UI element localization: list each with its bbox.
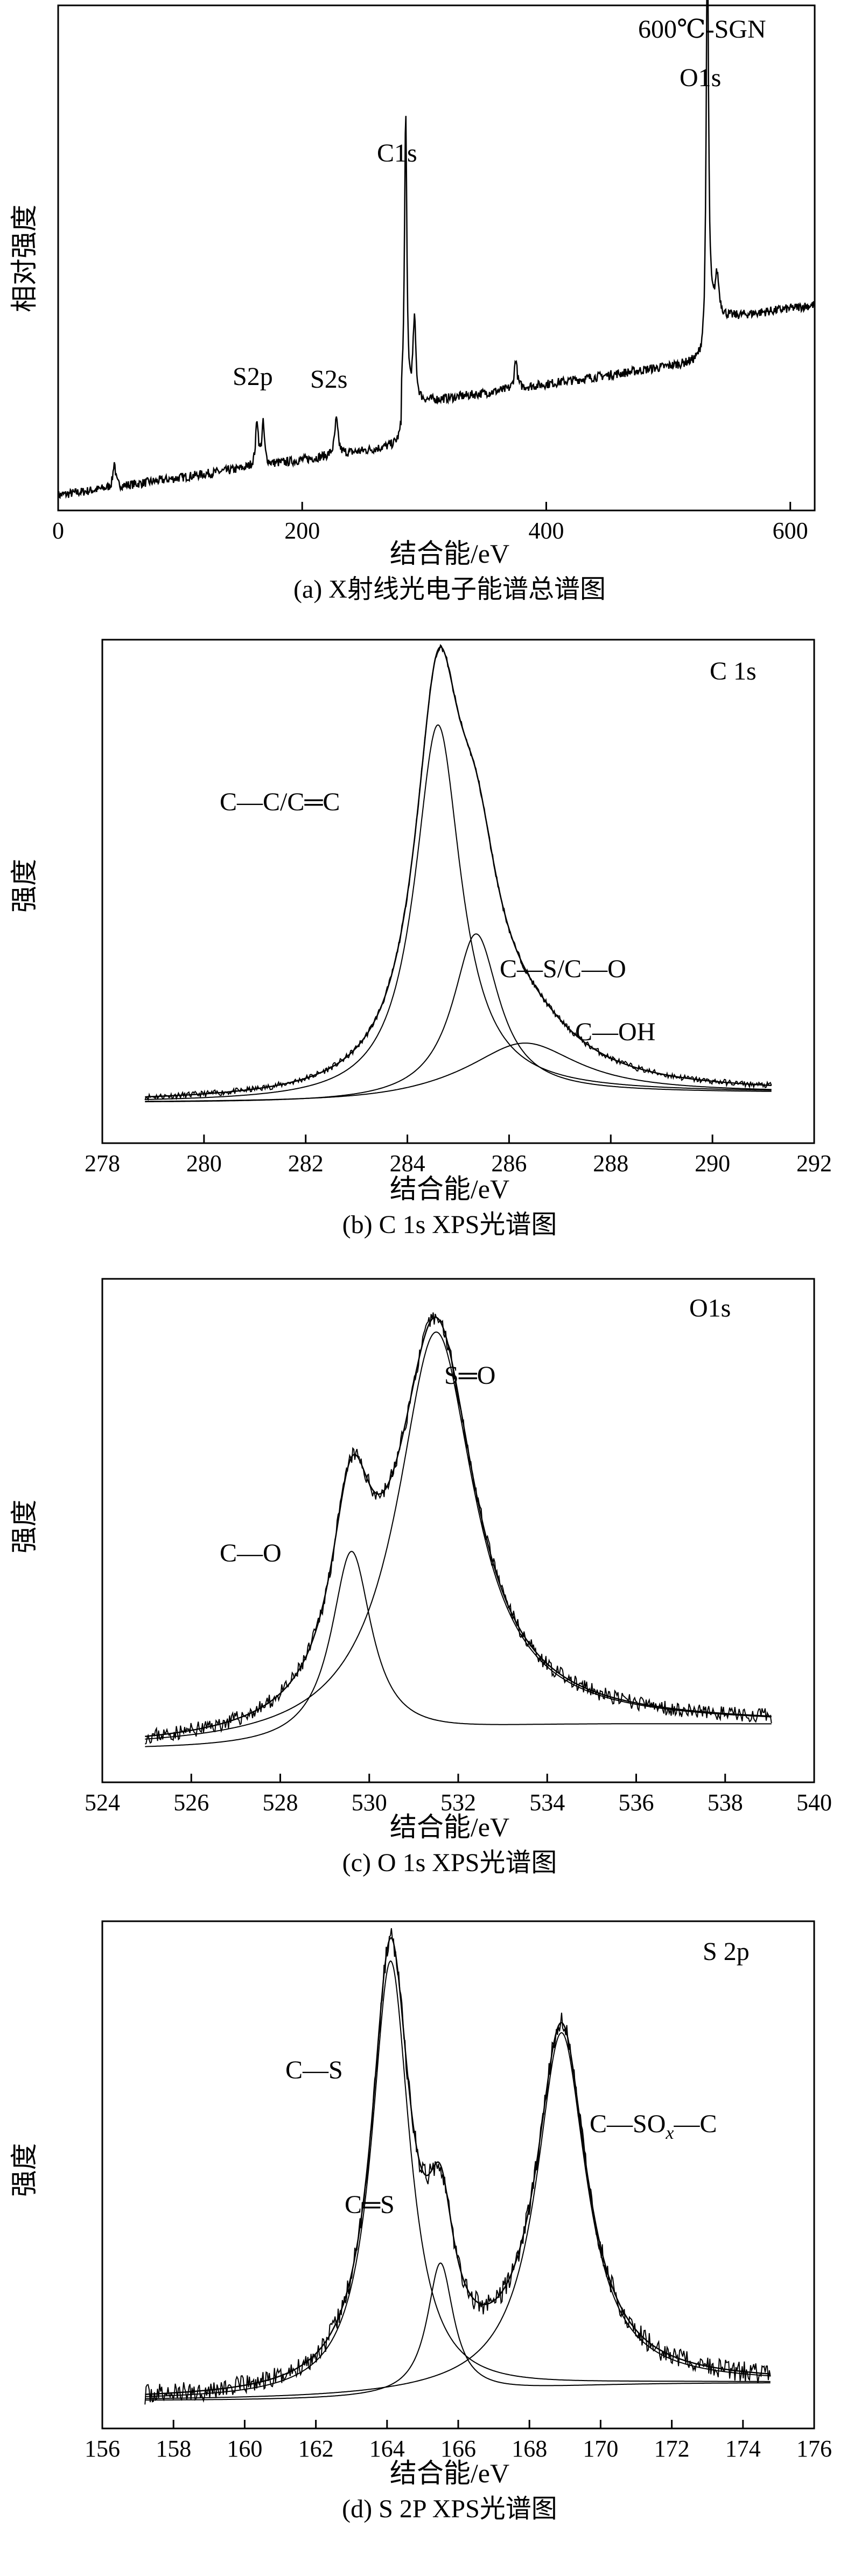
x-tick-label: 172 [654, 2435, 690, 2462]
x-tick-label: 290 [695, 1150, 730, 1177]
x-tick-label: 278 [85, 1150, 120, 1177]
peak-label-s2p: S2p [233, 362, 273, 391]
panel-b-title: C 1s [710, 657, 757, 685]
x-tick-label: 168 [512, 2435, 547, 2462]
peak-label-s2s: S2s [310, 365, 347, 394]
plot-frame-c [101, 1278, 815, 1783]
x-tick-label: 0 [52, 517, 64, 544]
x-ticks-a: 0 200 400 600 [52, 502, 808, 544]
label-d-cds: C═S [345, 2190, 395, 2219]
x-tick-label: 286 [491, 1150, 527, 1177]
x-tick-label: 530 [352, 1789, 387, 1816]
x-tick-label: 534 [529, 1789, 565, 1816]
x-axis-label-c: 结合能/eV [390, 1812, 509, 1842]
plot-frame-a [57, 4, 816, 512]
x-tick-label: 536 [619, 1789, 654, 1816]
panel-b: 278 280 282 284 286 288 290 292 C 1s C—C/C═C C—… [9, 639, 832, 1239]
s2p-raw-spectrum [144, 1928, 771, 2405]
x-tick-label: 176 [796, 2435, 832, 2462]
label-coh: C—OH [575, 1018, 655, 1046]
survey-spectrum-curve [57, 0, 815, 500]
x-tick-label: 164 [369, 2435, 405, 2462]
y-axis-label-c: 强度 [9, 1500, 39, 1553]
x-tick-label: 600 [773, 517, 808, 544]
x-tick-label: 400 [528, 517, 564, 544]
fit-components-d [145, 1960, 771, 2401]
x-tick-label: 166 [440, 2435, 476, 2462]
x-tick-label: 280 [186, 1150, 222, 1177]
peak-label-o1s: O1s [680, 64, 721, 92]
label-d-csox-part2: —C [673, 2110, 717, 2138]
x-tick-label: 158 [156, 2435, 191, 2462]
caption-d: (d) S 2P XPS光谱图 [342, 2495, 557, 2523]
fit-components-c [145, 1331, 772, 1747]
label-co: C—O [220, 1539, 282, 1567]
panel-a: 0 200 400 600 600℃-SGN O1s C1s S2p S2s 相对强度… [9, 0, 816, 604]
c1s-raw-spectrum [144, 643, 772, 1101]
x-tick-label: 540 [796, 1789, 832, 1816]
plot-frame-b [101, 639, 815, 1144]
x-axis-label-b: 结合能/eV [390, 1174, 509, 1204]
caption-b: (b) C 1s XPS光谱图 [342, 1210, 557, 1239]
x-tick-label: 524 [85, 1789, 120, 1816]
o1s-raw-spectrum [144, 1312, 772, 1745]
fit-component-curve [145, 2262, 771, 2401]
x-tick-label: 292 [796, 1150, 832, 1177]
x-tick-label: 282 [288, 1150, 324, 1177]
panel-d: 156 158 160 162 164 166 168 170 172 174 176 S 2p C… [9, 1920, 832, 2523]
x-tick-label: 200 [284, 517, 320, 544]
x-tick-label: 174 [725, 2435, 761, 2462]
x-tick-label: 532 [440, 1789, 476, 1816]
x-ticks-c: 524 526 528 530 532 534 536 538 540 [85, 1774, 832, 1816]
label-so: S═O [444, 1361, 495, 1390]
panel-a-title: 600℃-SGN [638, 15, 766, 44]
label-d-cs: C—S [285, 2056, 343, 2084]
label-d-csox-sub: x [665, 2123, 674, 2143]
s2p-fitted-envelope [145, 1937, 771, 2395]
x-ticks-d: 156 158 160 162 164 166 168 170 172 174 176 [85, 2420, 832, 2462]
caption-a: (a) X射线光电子能谱总谱图 [293, 575, 606, 604]
label-d-csox: C—SOx—C [590, 2110, 717, 2143]
label-cs-co: C—S/C—O [500, 955, 626, 983]
x-axis-label-d: 结合能/eV [390, 2458, 509, 2488]
y-axis-label-b: 强度 [9, 859, 39, 913]
fit-components-b [145, 724, 772, 1103]
panel-d-title: S 2p [703, 1937, 750, 1966]
x-axis-label-a: 结合能/eV [390, 538, 509, 569]
x-tick-label: 284 [390, 1150, 425, 1177]
y-axis-label-d: 强度 [9, 2143, 39, 2197]
plot-frame-d [101, 1920, 815, 2430]
label-d-csox-part1: C—SO [590, 2110, 666, 2138]
fit-component-curve [145, 1551, 772, 1747]
x-tick-label: 538 [708, 1789, 743, 1816]
x-ticks-b: 278 280 282 284 286 288 290 292 [85, 1135, 832, 1177]
caption-c: (c) O 1s XPS光谱图 [342, 1849, 557, 1877]
fit-component-curve [145, 724, 772, 1100]
fit-component-curve [145, 2032, 771, 2399]
fit-component-curve [145, 1331, 772, 1740]
peak-label-c1s: C1s [377, 139, 417, 167]
x-tick-label: 288 [593, 1150, 628, 1177]
x-tick-label: 156 [85, 2435, 120, 2462]
x-tick-label: 528 [263, 1789, 298, 1816]
panel-c: 524 526 528 530 532 534 536 538 540 O1s S═O C—O … [9, 1278, 832, 1877]
y-axis-label-a: 相对强度 [9, 205, 39, 312]
x-tick-label: 526 [173, 1789, 209, 1816]
panel-c-title: O1s [689, 1294, 731, 1322]
fit-component-curve [145, 1042, 772, 1102]
x-tick-label: 170 [583, 2435, 618, 2462]
fit-component-curve [145, 1960, 771, 2397]
label-cc-cdc: C—C/C═C [220, 788, 340, 816]
x-tick-label: 162 [298, 2435, 334, 2462]
x-tick-label: 160 [227, 2435, 262, 2462]
